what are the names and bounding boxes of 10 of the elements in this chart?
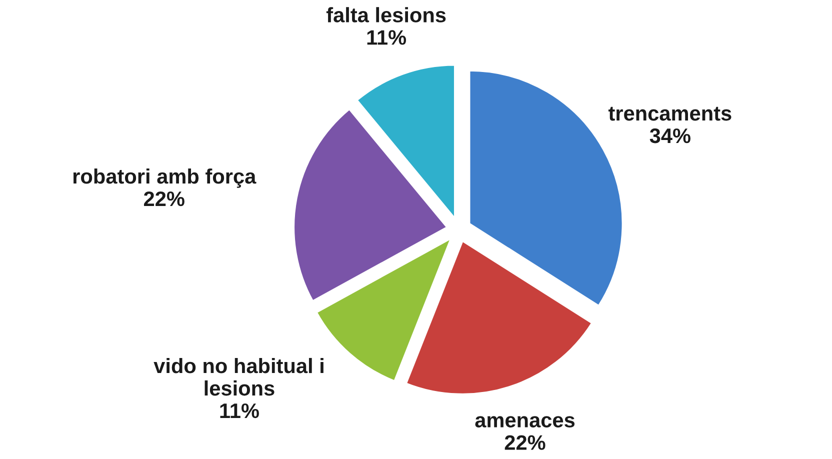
data-label: 34% xyxy=(650,128,690,144)
slice-label: vido no habitual i lesions xyxy=(154,358,324,396)
slice-label: trencaments xyxy=(608,106,732,121)
slice-label: falta lesions xyxy=(326,7,446,22)
data-label: 11% xyxy=(220,403,259,418)
data-label: 22% xyxy=(144,191,184,206)
slice-label: amenaces xyxy=(475,416,575,428)
data-label: 11% xyxy=(367,30,406,45)
slice-label: robatori amb força xyxy=(73,168,256,188)
data-label: 22% xyxy=(504,435,546,450)
